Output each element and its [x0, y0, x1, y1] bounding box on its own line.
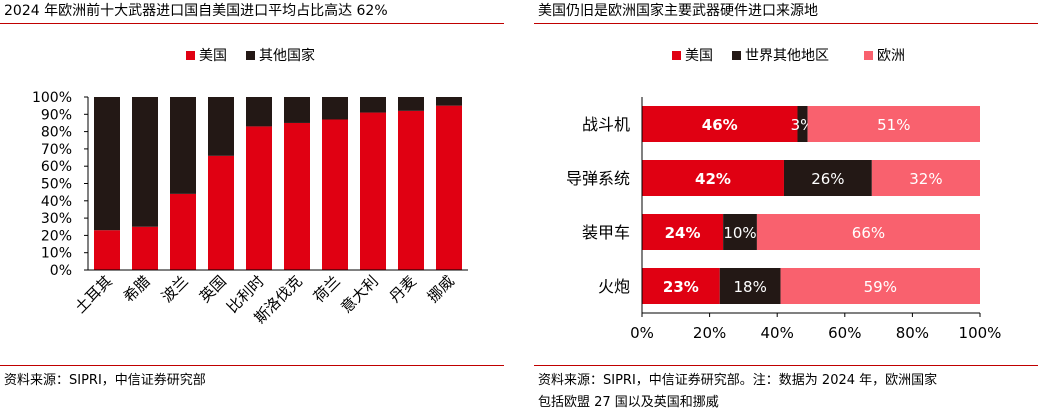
x-tick-label: 100%: [959, 324, 1002, 342]
bar-segment-other: [132, 97, 158, 227]
bar-segment-other: [170, 97, 196, 194]
left-panel: 2024 年欧洲前十大武器进口国自美国进口平均占比高达 62% 美国 其他国家 0%…: [0, 0, 504, 417]
y-category-label: 火炮: [598, 277, 630, 296]
x-tick-label: 土耳其: [71, 272, 116, 317]
bar-segment-europe: [756, 214, 980, 250]
legend-swatch-1: [186, 51, 195, 60]
bar-segment-us: [94, 230, 120, 270]
y-category-label: 战斗机: [582, 115, 630, 134]
x-tick-label: 0%: [630, 324, 654, 342]
x-tick-label: 荷兰: [310, 272, 344, 306]
bar-segment-europe: [780, 268, 980, 304]
data-label: 26%: [811, 170, 844, 188]
bar-segment-us: [642, 268, 720, 304]
bar-segment-us: [398, 110, 424, 270]
bar-segment-other: [94, 97, 120, 231]
bar-segment-us: [642, 214, 724, 250]
x-tick-label: 希腊: [120, 272, 154, 306]
x-tick-label: 丹麦: [386, 272, 420, 306]
bar-segment-rest-of-world: [797, 106, 808, 142]
left-title-rule: [0, 23, 504, 24]
bar-segment-us: [360, 112, 386, 270]
bar-segment-rest-of-world: [723, 214, 757, 250]
bar-segment-us: [642, 160, 784, 196]
right-source-rule: [534, 365, 1038, 366]
y-tick-label: 60%: [41, 159, 72, 175]
x-tick-label: 意大利: [337, 272, 382, 317]
bar-segment-other: [360, 97, 386, 113]
y-tick-label: 70%: [41, 142, 72, 158]
y-tick-label: 80%: [41, 125, 72, 141]
bar-segment-us: [284, 122, 310, 270]
bar-segment-other: [208, 97, 234, 156]
y-tick-label: 0%: [50, 263, 72, 279]
bar-segment-europe: [871, 160, 980, 196]
bar-segment-other: [398, 97, 424, 111]
bar-segment-rest-of-world: [783, 160, 872, 196]
bar-segment-us: [170, 193, 196, 270]
bar-segment-us: [246, 126, 272, 270]
bar-segment-us: [436, 105, 462, 271]
x-tick-label: 40%: [761, 324, 794, 342]
x-tick-label: 20%: [693, 324, 726, 342]
bar-segment-us: [322, 119, 348, 271]
data-label: 46%: [702, 116, 738, 134]
right-source-line-1: 资料来源：SIPRI，中信证券研究部。注：数据为 2024 年，欧洲国家: [538, 373, 938, 388]
bar-segment-rest-of-world: [719, 268, 781, 304]
y-tick-label: 30%: [41, 211, 72, 227]
y-category-label: 装甲车: [582, 223, 630, 242]
data-label: 42%: [695, 170, 731, 188]
right-panel: 美国仍旧是欧洲国家主要武器硬件进口来源地 美国 世界其他地区 欧洲 战斗机 46% 3% 5…: [534, 0, 1038, 417]
legend-label-1: 美国: [685, 48, 713, 64]
bar-segment-europe: [807, 106, 980, 142]
legend-label-2: 世界其他地区: [745, 48, 829, 64]
data-label: 18%: [733, 278, 766, 296]
y-tick-label: 50%: [41, 177, 72, 193]
right-title-rule: [534, 23, 1038, 24]
bar-segment-other: [246, 97, 272, 127]
legend-label-1: 美国: [199, 48, 227, 64]
x-tick-label: 60%: [828, 324, 861, 342]
legend-swatch-2: [246, 51, 255, 60]
data-label: 24%: [665, 224, 701, 242]
x-tick-label: 英国: [196, 272, 230, 306]
data-label: 51%: [877, 116, 910, 134]
legend-label-2: 其他国家: [259, 47, 315, 64]
legend-swatch-2: [732, 51, 741, 60]
x-tick-label: 80%: [896, 324, 929, 342]
left-chart-title: 2024 年欧洲前十大武器进口国自美国进口平均占比高达 62%: [4, 3, 388, 19]
bar-segment-us: [208, 155, 234, 270]
y-tick-label: 20%: [41, 228, 72, 244]
legend-label-3: 欧洲: [877, 48, 905, 64]
data-label: 32%: [909, 170, 942, 188]
x-tick-label: 波兰: [158, 272, 192, 306]
right-chart-title: 美国仍旧是欧洲国家主要武器硬件进口来源地: [538, 3, 818, 19]
bar-segment-other: [322, 97, 348, 120]
left-stacked-column-chart: 美国 其他国家 0%10% 20%30%40%50% 60%70%80% 90%100% 土…: [32, 47, 468, 327]
legend-swatch-1: [672, 51, 681, 60]
bar-segment-us: [642, 106, 798, 142]
y-category-label: 导弹系统: [566, 169, 630, 188]
legend-swatch-3: [864, 51, 873, 60]
x-tick-label: 挪威: [424, 272, 458, 306]
y-tick-label: 100%: [32, 90, 72, 106]
y-tick-label: 90%: [41, 107, 72, 123]
bar-segment-other: [436, 97, 462, 106]
bar-segment-other: [284, 97, 310, 123]
y-tick-label: 40%: [41, 194, 72, 210]
right-source-line-2: 包括欧盟 27 国以及英国和挪威: [538, 395, 719, 410]
data-label: 10%: [723, 224, 756, 242]
data-label: 23%: [663, 278, 699, 296]
y-tick-label: 10%: [41, 246, 72, 262]
bar-segment-us: [132, 226, 158, 270]
left-source-rule: [0, 365, 504, 366]
data-label: 66%: [852, 224, 885, 242]
data-label: 59%: [864, 278, 897, 296]
left-source: 资料来源：SIPRI，中信证券研究部: [4, 373, 206, 388]
